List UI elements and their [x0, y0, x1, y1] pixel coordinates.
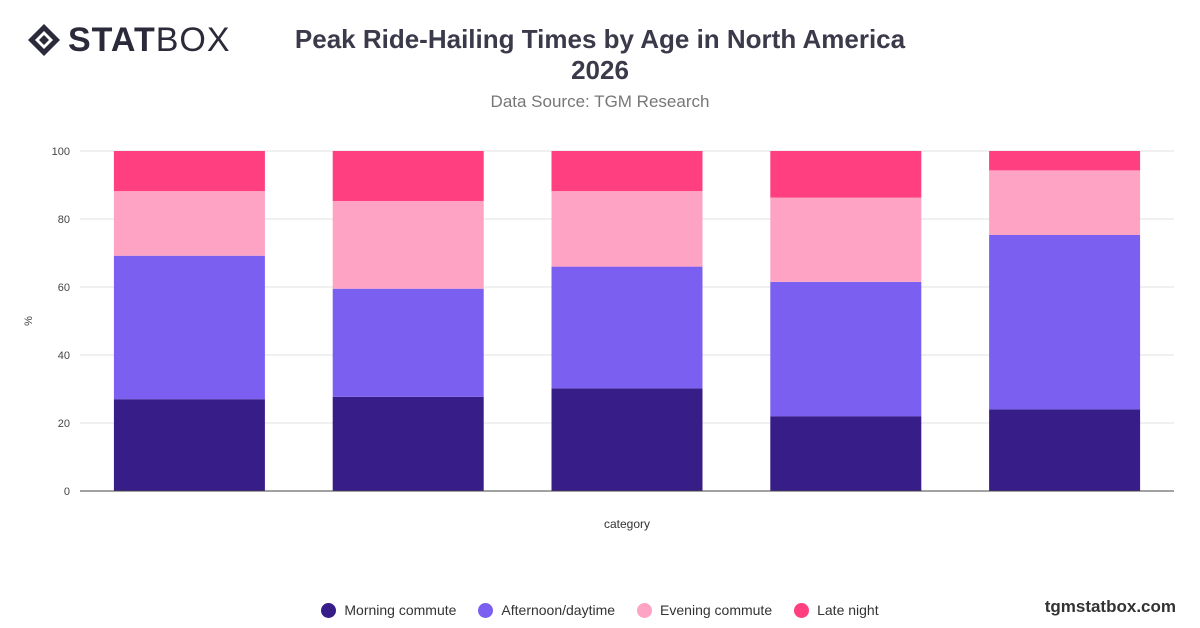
bar-segment	[989, 234, 1141, 410]
bar-segment	[113, 399, 265, 491]
bar-stack	[332, 151, 484, 491]
bar-segment	[332, 200, 484, 289]
legend-swatch-icon	[794, 602, 810, 618]
legend-swatch-icon	[637, 602, 653, 618]
legend-swatch-icon	[478, 602, 494, 618]
bar-segment	[989, 409, 1141, 491]
y-tick-label: 20	[58, 418, 70, 430]
legend-label: Afternoon/daytime	[501, 602, 616, 618]
y-tick-label: 0	[64, 486, 70, 498]
chart-legend: Morning commute Afternoon/daytime Evening …	[0, 602, 1200, 618]
bar-segment	[551, 266, 703, 389]
bar-segment	[989, 170, 1141, 235]
logo-text: STATBOX	[68, 21, 231, 59]
legend-item: Late night	[794, 602, 879, 618]
chart-subtitle: Data Source: TGM Research	[490, 92, 710, 111]
y-axis-ticks: 0 20 40 60 80 100	[52, 146, 70, 498]
bar-segment	[770, 197, 922, 282]
bar-segment	[770, 151, 922, 198]
legend-item: Evening commute	[637, 602, 772, 618]
diamond-logo-icon	[28, 24, 60, 56]
bar-segment	[770, 281, 922, 417]
x-axis-label: category	[604, 517, 650, 531]
bar-segment	[113, 191, 265, 256]
bar-segment	[989, 151, 1141, 171]
chart-title-line1: Peak Ride-Hailing Times by Age in North …	[294, 24, 906, 54]
bar-stack	[989, 151, 1141, 491]
bar-segment	[770, 416, 922, 491]
legend-item: Morning commute	[321, 602, 456, 618]
y-tick-label: 100	[52, 146, 70, 158]
legend-swatch-icon	[321, 602, 337, 618]
bar-segment	[332, 288, 484, 397]
y-tick-label: 60	[58, 282, 70, 294]
statbox-logo: STATBOX	[26, 22, 231, 58]
y-axis-label: %	[23, 316, 35, 326]
bar-segment	[551, 388, 703, 491]
legend-item: Afternoon/daytime	[478, 602, 615, 618]
chart-title: Peak Ride-Hailing Times by Age in North …	[250, 24, 950, 86]
chart-title-line2: 2026	[571, 55, 629, 85]
bar-segment	[332, 151, 484, 201]
bar-segment	[551, 151, 703, 192]
bar-stack	[770, 151, 922, 491]
bar-segment	[113, 255, 265, 400]
bar-segment	[551, 191, 703, 267]
bar-stack	[113, 151, 265, 491]
bar-segment	[113, 151, 265, 192]
bar-segment	[332, 396, 484, 491]
bar-stack	[551, 151, 703, 491]
legend-label: Morning commute	[344, 602, 457, 618]
y-tick-label: 80	[58, 214, 70, 226]
stacked-bar-chart: 0 20 40 60 80 100 % category	[23, 146, 1174, 531]
watermark: tgmstatbox.com	[1044, 597, 1176, 616]
legend-label: Evening commute	[660, 602, 773, 618]
y-tick-label: 40	[58, 350, 70, 362]
bars	[113, 151, 1141, 491]
legend-label: Late night	[817, 602, 879, 618]
